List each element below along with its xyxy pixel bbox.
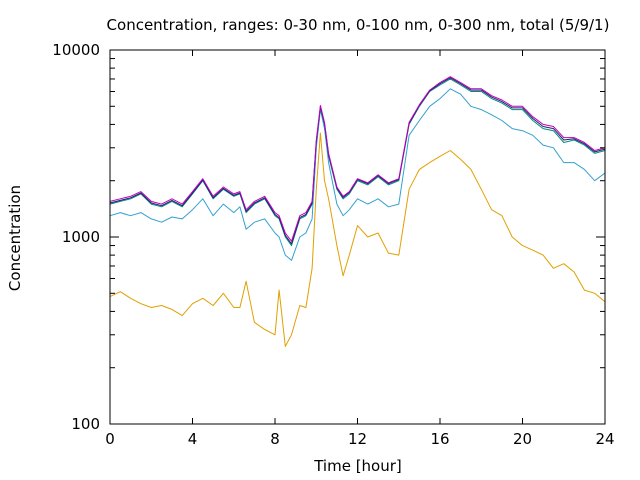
x-tick-label: 16 [430,430,449,448]
y-axis-label: Concentration [6,185,24,291]
y-tick-label: 1000 [62,228,100,246]
x-tick-label: 8 [270,430,280,448]
x-tick-label: 12 [348,430,367,448]
x-tick-label: 4 [188,430,198,448]
y-tick-label: 10000 [52,41,100,59]
axes-layer: 0 4 8 12 16 20 24 100 1000 10000 [52,41,614,448]
x-axis-label: Time [hour] [313,457,402,475]
series-line-0 [109,132,606,347]
series-line-2 [109,78,606,247]
x-tick-label: 24 [595,430,614,448]
series-line-3 [109,77,606,245]
series-line-4 [109,76,606,242]
x-tick-label: 0 [105,430,115,448]
plot-frame [109,49,606,425]
series-layer [109,76,606,347]
y-tick-label: 100 [71,415,100,433]
chart-title: Concentration, ranges: 0-30 nm, 0-100 nm… [107,16,610,34]
series-line-1 [109,88,606,261]
x-tick-label: 20 [513,430,532,448]
